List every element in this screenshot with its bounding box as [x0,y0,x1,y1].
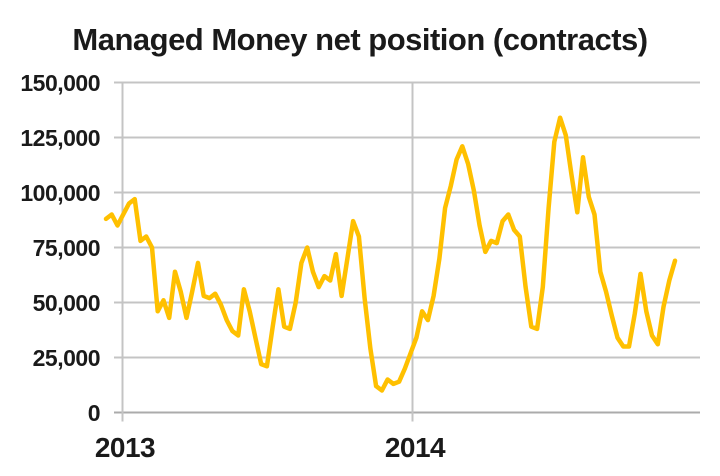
y-tick-label-25000: 25,000 [33,345,100,371]
y-tick-label-125000: 125,000 [20,125,100,151]
y-tick-label-100000: 100,000 [20,180,100,206]
chart-title: Managed Money net position (contracts) [72,22,648,57]
y-tick-label-0: 0 [88,400,100,426]
y-tick-label-150000: 150,000 [20,70,100,96]
data-line-managed-money-net-position [103,115,678,393]
y-tick-label-50000: 50,000 [33,290,100,316]
x-tick-label-2013: 2013 [95,432,155,463]
x-tick-label-2014: 2014 [385,432,446,463]
y-tick-label-75000: 75,000 [33,235,100,261]
